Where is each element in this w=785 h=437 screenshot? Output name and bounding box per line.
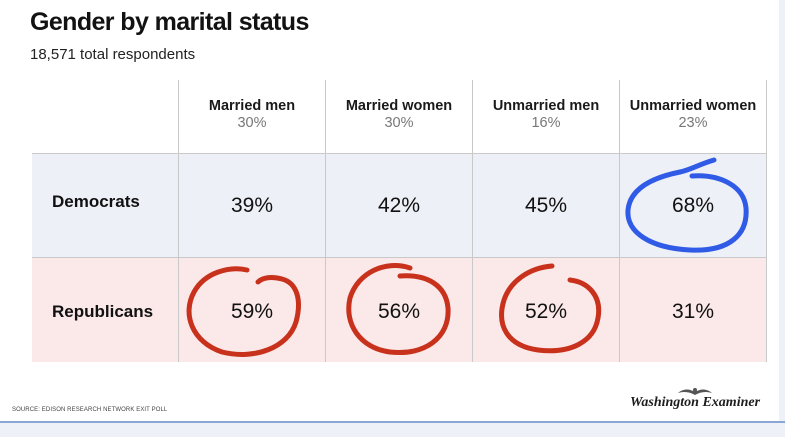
column-name: Unmarried women (629, 98, 757, 114)
column-name: Unmarried men (492, 98, 600, 114)
column-header-unmarried-women: Unmarried women 23% (620, 98, 766, 131)
results-table: Married men 30% Married women 30% Unmarr… (32, 80, 767, 362)
source-note: SOURCE: EDISON RESEARCH NETWORK EXIT POL… (12, 407, 168, 413)
cell-democrats-unmarried-women: 68% (671, 194, 715, 217)
page-bottom-bar (0, 421, 785, 437)
column-share: 16% (531, 115, 561, 131)
cell-democrats-married-men: 39% (230, 194, 274, 217)
column-header-married-men: Married men 30% (179, 98, 325, 131)
column-divider (472, 80, 473, 362)
column-divider (325, 80, 326, 362)
cell-democrats-married-women: 42% (377, 194, 421, 217)
page-edge (779, 0, 785, 421)
column-header-unmarried-men: Unmarried men 16% (473, 98, 619, 131)
cell-republicans-unmarried-women: 31% (671, 300, 715, 323)
chart-card: Gender by marital status 18,571 total re… (12, 8, 770, 413)
logo-text: Washington Examiner (629, 395, 761, 410)
cell-republicans-unmarried-men: 52% (524, 300, 568, 323)
washington-examiner-logo: Washington Examiner (620, 385, 770, 411)
cell-republicans-married-men: 59% (230, 300, 274, 323)
column-header-married-women: Married women 30% (326, 98, 472, 131)
column-share: 30% (384, 115, 414, 131)
cell-republicans-married-women: 56% (377, 300, 421, 323)
column-name: Married women (345, 98, 453, 114)
column-divider (619, 80, 620, 362)
column-divider (178, 80, 179, 362)
row-divider (32, 153, 767, 154)
row-label-democrats: Democrats (52, 192, 140, 211)
row-divider (32, 257, 767, 258)
row-label-republicans: Republicans (52, 302, 154, 321)
chart-subtitle: 18,571 total respondents (30, 46, 196, 63)
column-share: 30% (237, 115, 267, 131)
column-share: 23% (678, 115, 708, 131)
eagle-icon (678, 388, 712, 395)
chart-title: Gender by marital status (30, 8, 309, 36)
column-name: Married men (208, 98, 296, 114)
column-divider (766, 80, 767, 362)
cell-democrats-unmarried-men: 45% (524, 194, 568, 217)
